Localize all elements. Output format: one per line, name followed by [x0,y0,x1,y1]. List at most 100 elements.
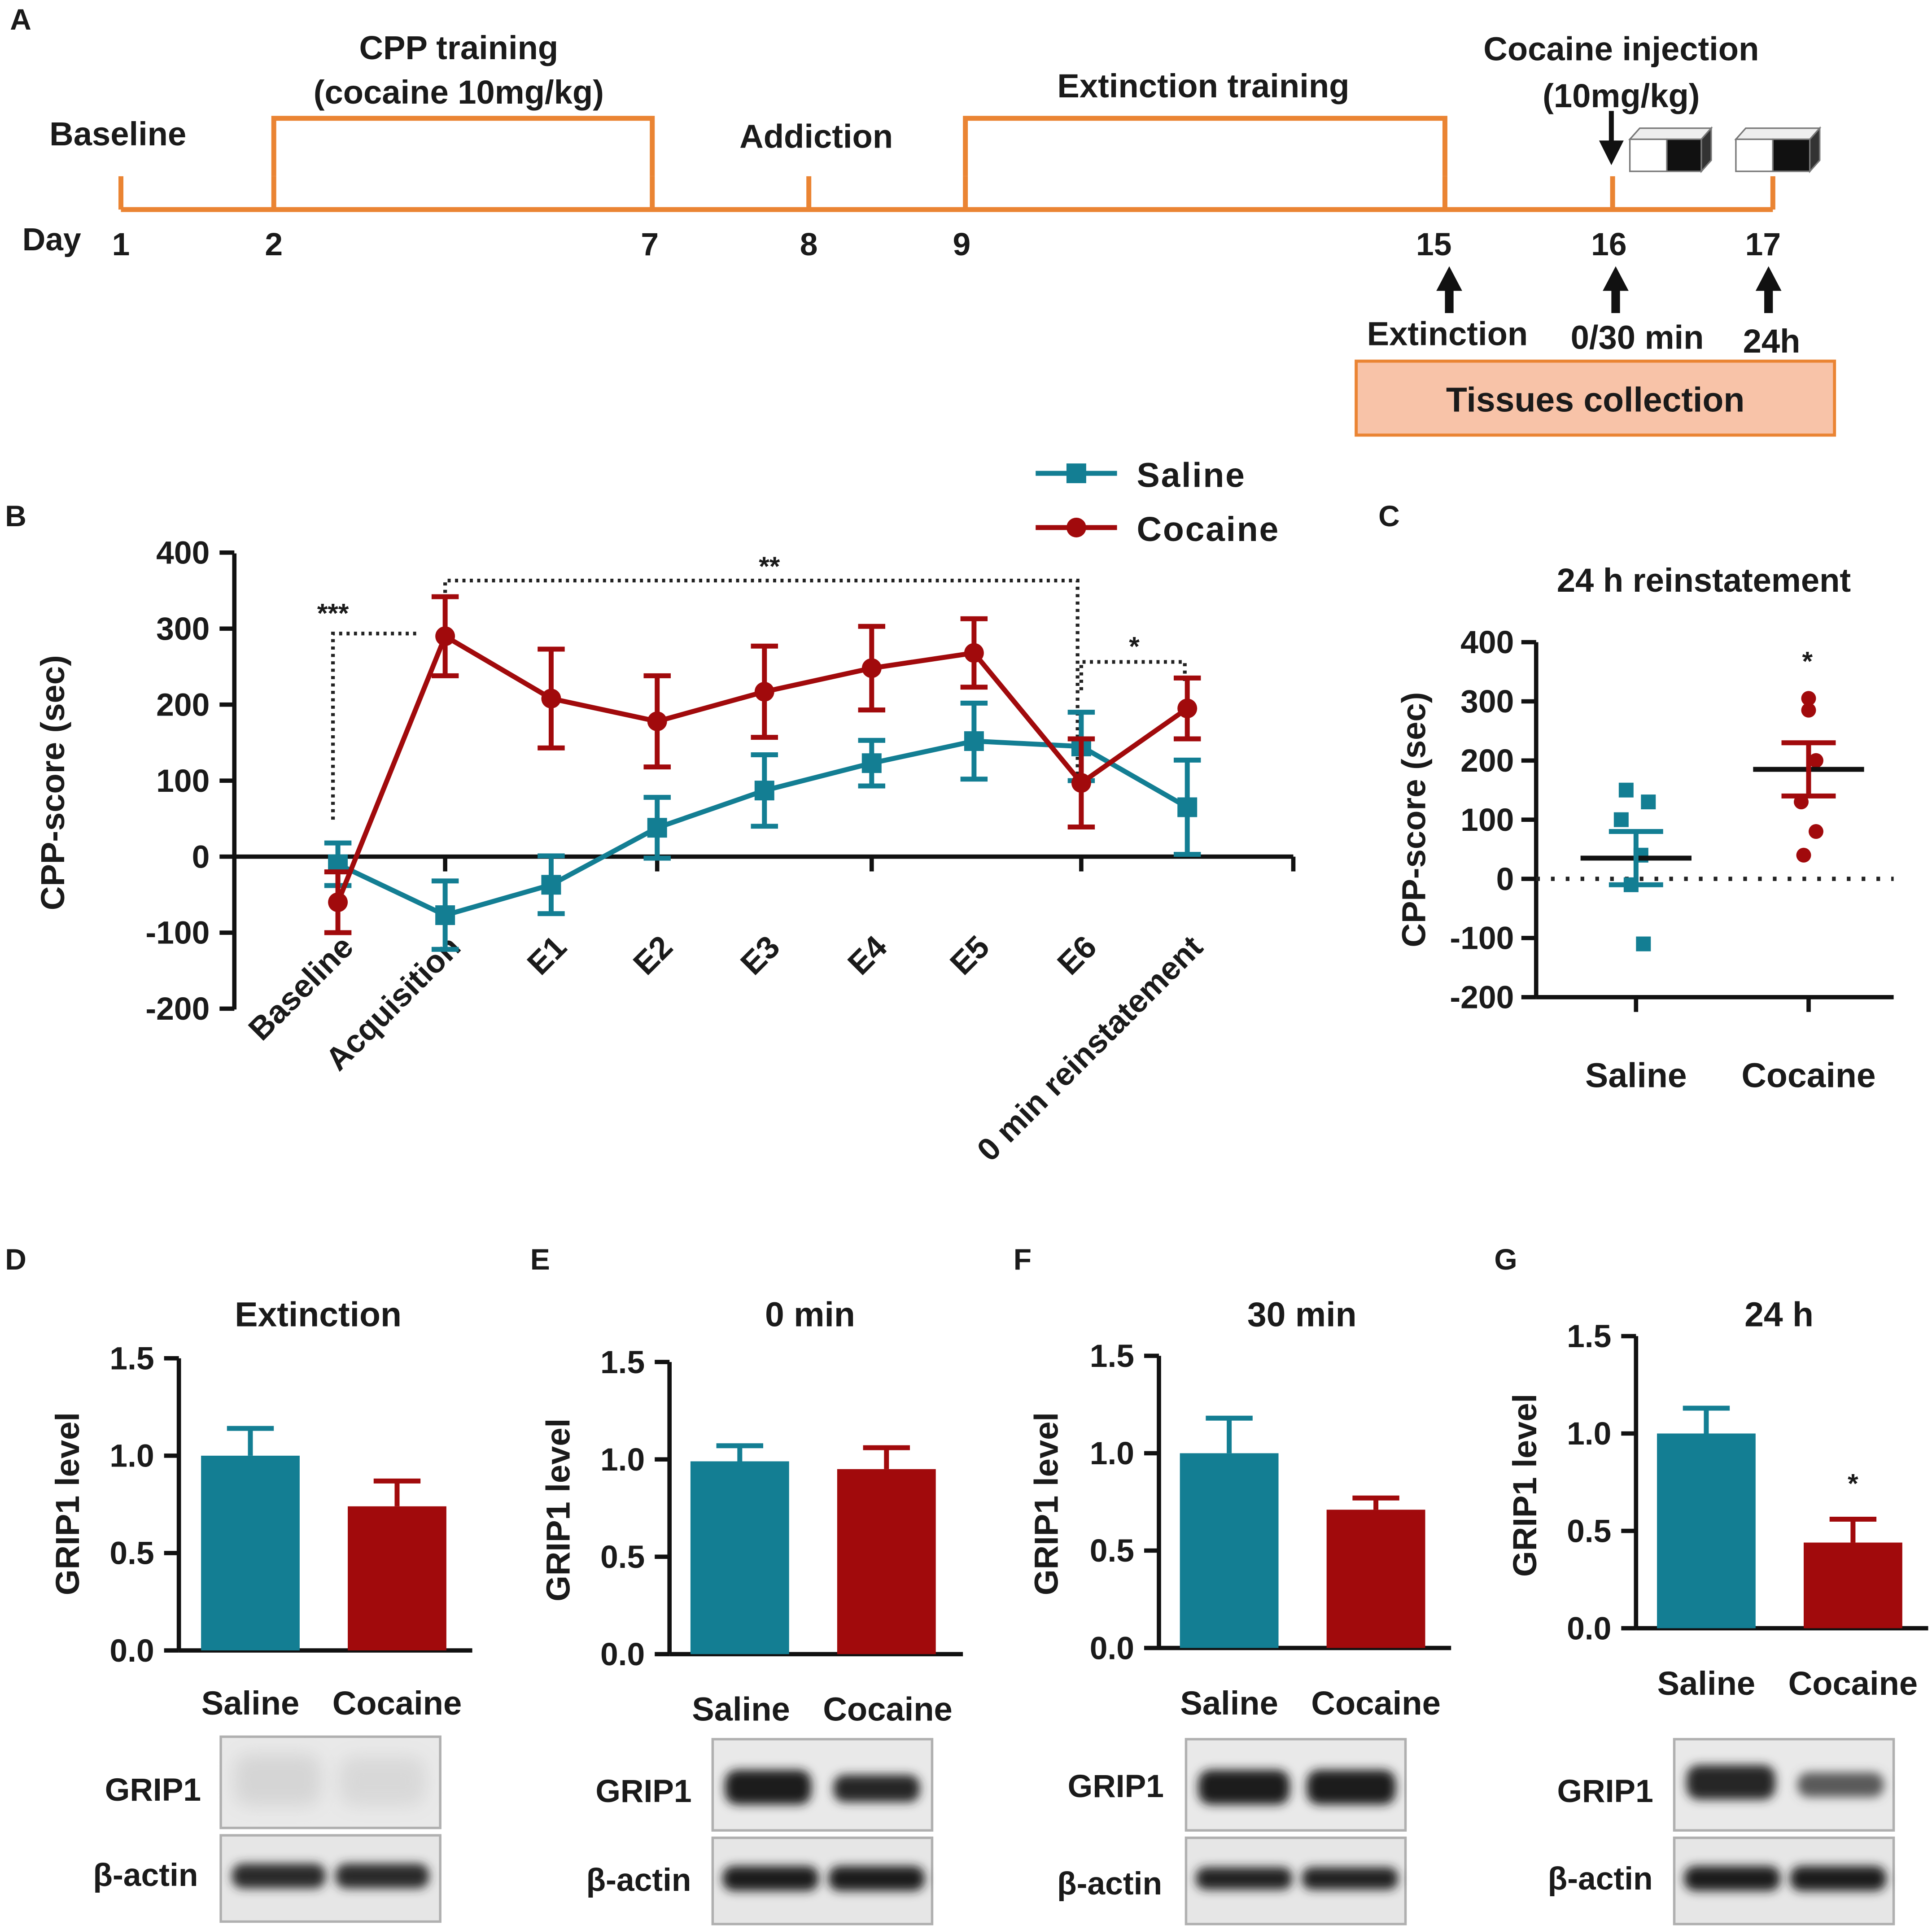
c-point-saline [1613,812,1629,827]
day-9: 9 [953,227,971,262]
b-ytick-label: 100 [156,763,210,799]
c-title: 24 h reinstatement [1557,562,1851,599]
g-blot-actin-label: β-actin [1548,1861,1653,1897]
e-ylabel: GRIP1 level [540,1418,577,1602]
up-arrow-icon-15 [1436,266,1462,313]
cpp-bracket [271,116,655,176]
panelf-bar-saline [1180,1453,1279,1648]
panelg-ytick-label: 0.5 [1567,1513,1611,1549]
panel-label-e: E [530,1243,550,1276]
c-ytick-label: 0 [1496,861,1514,897]
panele-ytick-label: 1.0 [600,1442,645,1478]
b-xtick-label: E4 [841,929,894,982]
e-actin-band-cocaine [828,1866,925,1891]
panel-label-c: C [1378,499,1400,532]
legend-saline: Saline [1036,456,1246,494]
f-title: 30 min [1247,1295,1357,1334]
panelg-ytick-label: 1.5 [1567,1318,1611,1354]
b-ytick-label: -200 [145,991,210,1027]
c-xtick-label: Cocaine [1741,1056,1875,1095]
c-point-saline [1618,782,1634,798]
panele-ytick-label: 0.5 [600,1539,645,1575]
day-16: 16 [1591,227,1626,262]
legend: Saline Cocaine [1036,456,1280,549]
c-point-saline [1636,936,1651,951]
day-label: Day [22,222,81,257]
time-0-30-label: 0/30 min [1571,319,1704,356]
c-ylabel: CPP-score (sec) [1395,692,1432,947]
g-xlabel-saline: Saline [1657,1665,1755,1702]
g-ylabel: GRIP1 level [1506,1394,1543,1577]
e-xlabel-saline: Saline [692,1691,790,1728]
f-actin-band-saline [1196,1867,1292,1890]
b-sig-bracket-1 [331,632,417,820]
panelg-bar-saline [1657,1433,1756,1628]
b-xtick-label: E1 [520,929,573,982]
panele-bar-saline [690,1461,789,1654]
f-blot-grip1-label: GRIP1 [1068,1768,1164,1804]
panel-d: D Extinction GRIP1 level Saline Cocaine … [5,1243,462,1923]
d-actin-band-saline [232,1864,326,1889]
c-ytick-label: 200 [1460,743,1514,779]
d-grip1-band-cocaine [339,1756,426,1806]
c-xtick-label: Saline [1585,1056,1687,1095]
c-point-cocaine [1808,753,1823,768]
panel-label-a: A [10,3,31,36]
c-point-cocaine [1808,824,1823,839]
e-blot-grip1-label: GRIP1 [595,1773,691,1809]
b-point-cocaine [1071,773,1091,793]
e-blot: GRIP1 β-actin [586,1738,934,1925]
e-title: 0 min [765,1295,855,1334]
panelg-ytick-label: 0.0 [1567,1610,1611,1646]
f-ylabel: GRIP1 level [1028,1412,1065,1595]
up-arrow-icon-17 [1755,266,1782,313]
d-title: Extinction [235,1295,402,1334]
paneld-ytick-label: 0.5 [109,1536,154,1571]
cpp-label-2: (cocaine 10mg/kg) [314,74,604,111]
g-title: 24 h [1744,1295,1814,1334]
e-actin-band-saline [722,1866,819,1891]
f-actin-band-cocaine [1302,1867,1399,1890]
panelf-ytick-label: 1.0 [1090,1436,1134,1471]
tissues-collection-box [1355,359,1836,437]
b-ytick-label: 400 [156,535,210,571]
b-sig-1: *** [317,598,349,628]
extinction-training-label: Extinction training [1057,67,1349,105]
addiction-label: Addiction [739,118,893,155]
b-point-saline [964,731,984,751]
panel-c: C 24 h reinstatement CPP-score (sec) * [1378,499,1851,947]
b-point-saline [435,905,455,925]
paneld-bar-cocaine [348,1506,446,1651]
b-point-cocaine [861,658,882,678]
c-ytick-label: -200 [1450,980,1514,1016]
b-xtick-label: E2 [626,929,679,982]
legend-cocaine-label: Cocaine [1137,510,1280,549]
e-grip1-band-saline [725,1770,812,1805]
b-series-cocaine [324,594,1201,935]
e-xlabel-cocaine: Cocaine [823,1691,953,1728]
b-point-cocaine [964,643,984,663]
b-sig-bracket-3 [1079,660,1187,690]
g-grip1-band-cocaine [1797,1772,1884,1798]
collection-arrows [1436,266,1782,313]
d-actin-band-cocaine [335,1864,429,1889]
e-grip1-band-cocaine [833,1775,920,1802]
b-point-saline [1177,797,1198,817]
b-ylabel: CPP-score (sec) [34,655,71,910]
panel-label-b: B [5,499,26,532]
b-ytick-label: 200 [156,687,210,723]
panel-g: G 24 h GRIP1 level Saline Cocaine * GRIP… [1494,1243,1918,1925]
d-xlabel-cocaine: Cocaine [332,1685,462,1722]
day-15: 15 [1416,227,1451,262]
day-1: 1 [112,227,130,262]
legend-saline-label: Saline [1137,456,1246,494]
c-ytick-label: 300 [1460,684,1514,720]
c-point-cocaine [1796,847,1811,863]
f-grip1-band-cocaine [1307,1770,1396,1805]
panelf-bar-cocaine [1326,1510,1425,1648]
e-blot-actin-label: β-actin [586,1862,691,1898]
panelf-ytick-label: 1.5 [1090,1338,1134,1374]
b-point-saline [754,781,774,801]
b-point-cocaine [647,711,667,731]
extinction-bracket [963,116,1447,176]
